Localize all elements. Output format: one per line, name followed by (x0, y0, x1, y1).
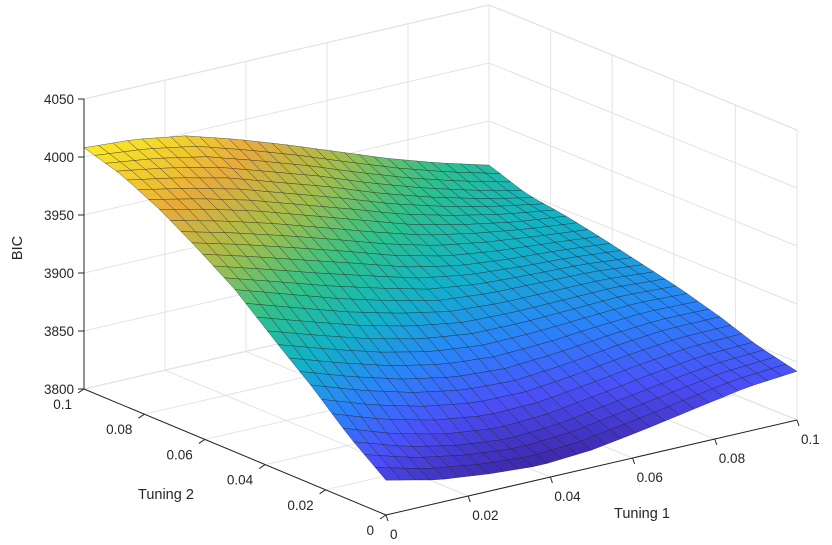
y-tick-mark (379, 514, 387, 520)
y-tick-mark (258, 464, 266, 470)
z-tick-label: 3950 (44, 208, 74, 223)
tick-labels: 0 0.02 0.04 0.06 0.08 0.1 0 0.02 0.04 0.06 0.08 0.1… (44, 92, 820, 542)
y-tick-label: 0 (366, 523, 374, 538)
x-tick-label: 0 (390, 527, 398, 542)
y-tick-label: 0.02 (287, 498, 313, 513)
x-tick-mark (549, 476, 553, 484)
z-tick-label: 3800 (44, 382, 74, 397)
y-axis-line (83, 388, 387, 516)
y-tick-mark (319, 489, 326, 495)
y-axis-label: Tuning 2 (138, 487, 194, 503)
y-tick-mark (77, 388, 85, 394)
x-tick-label: 0.06 (637, 470, 663, 485)
y-tick-label: 0.1 (53, 397, 72, 412)
x-tick-label: 0.04 (554, 489, 581, 504)
x-tick-label: 0.02 (472, 508, 498, 523)
x-axis-label: Tuning 1 (614, 506, 670, 522)
x-tick-mark (385, 514, 389, 522)
x-tick-mark (796, 419, 800, 427)
x-tick-mark (467, 495, 471, 503)
x-tick-label: 0.08 (719, 451, 745, 466)
z-tick-label: 3850 (44, 324, 74, 339)
z-tick-label: 3900 (44, 266, 74, 281)
x-tick-mark (632, 457, 636, 465)
z-axis-label: BIC (10, 236, 26, 260)
x-axis-line (385, 419, 798, 516)
y-tick-label: 0.06 (167, 447, 193, 462)
z-tick-label: 4050 (44, 92, 74, 107)
y-tick-mark (198, 438, 206, 444)
x-tick-label: 0.1 (801, 432, 820, 447)
y-tick-mark (138, 413, 145, 419)
data-surface (83, 135, 798, 481)
surface-patch (374, 467, 402, 481)
y-tick-label: 0.08 (106, 422, 132, 437)
x-tick-mark (714, 438, 718, 446)
z-tick-label: 4000 (44, 150, 74, 165)
y-tick-label: 0.04 (227, 473, 254, 488)
axis-lines (83, 99, 798, 516)
